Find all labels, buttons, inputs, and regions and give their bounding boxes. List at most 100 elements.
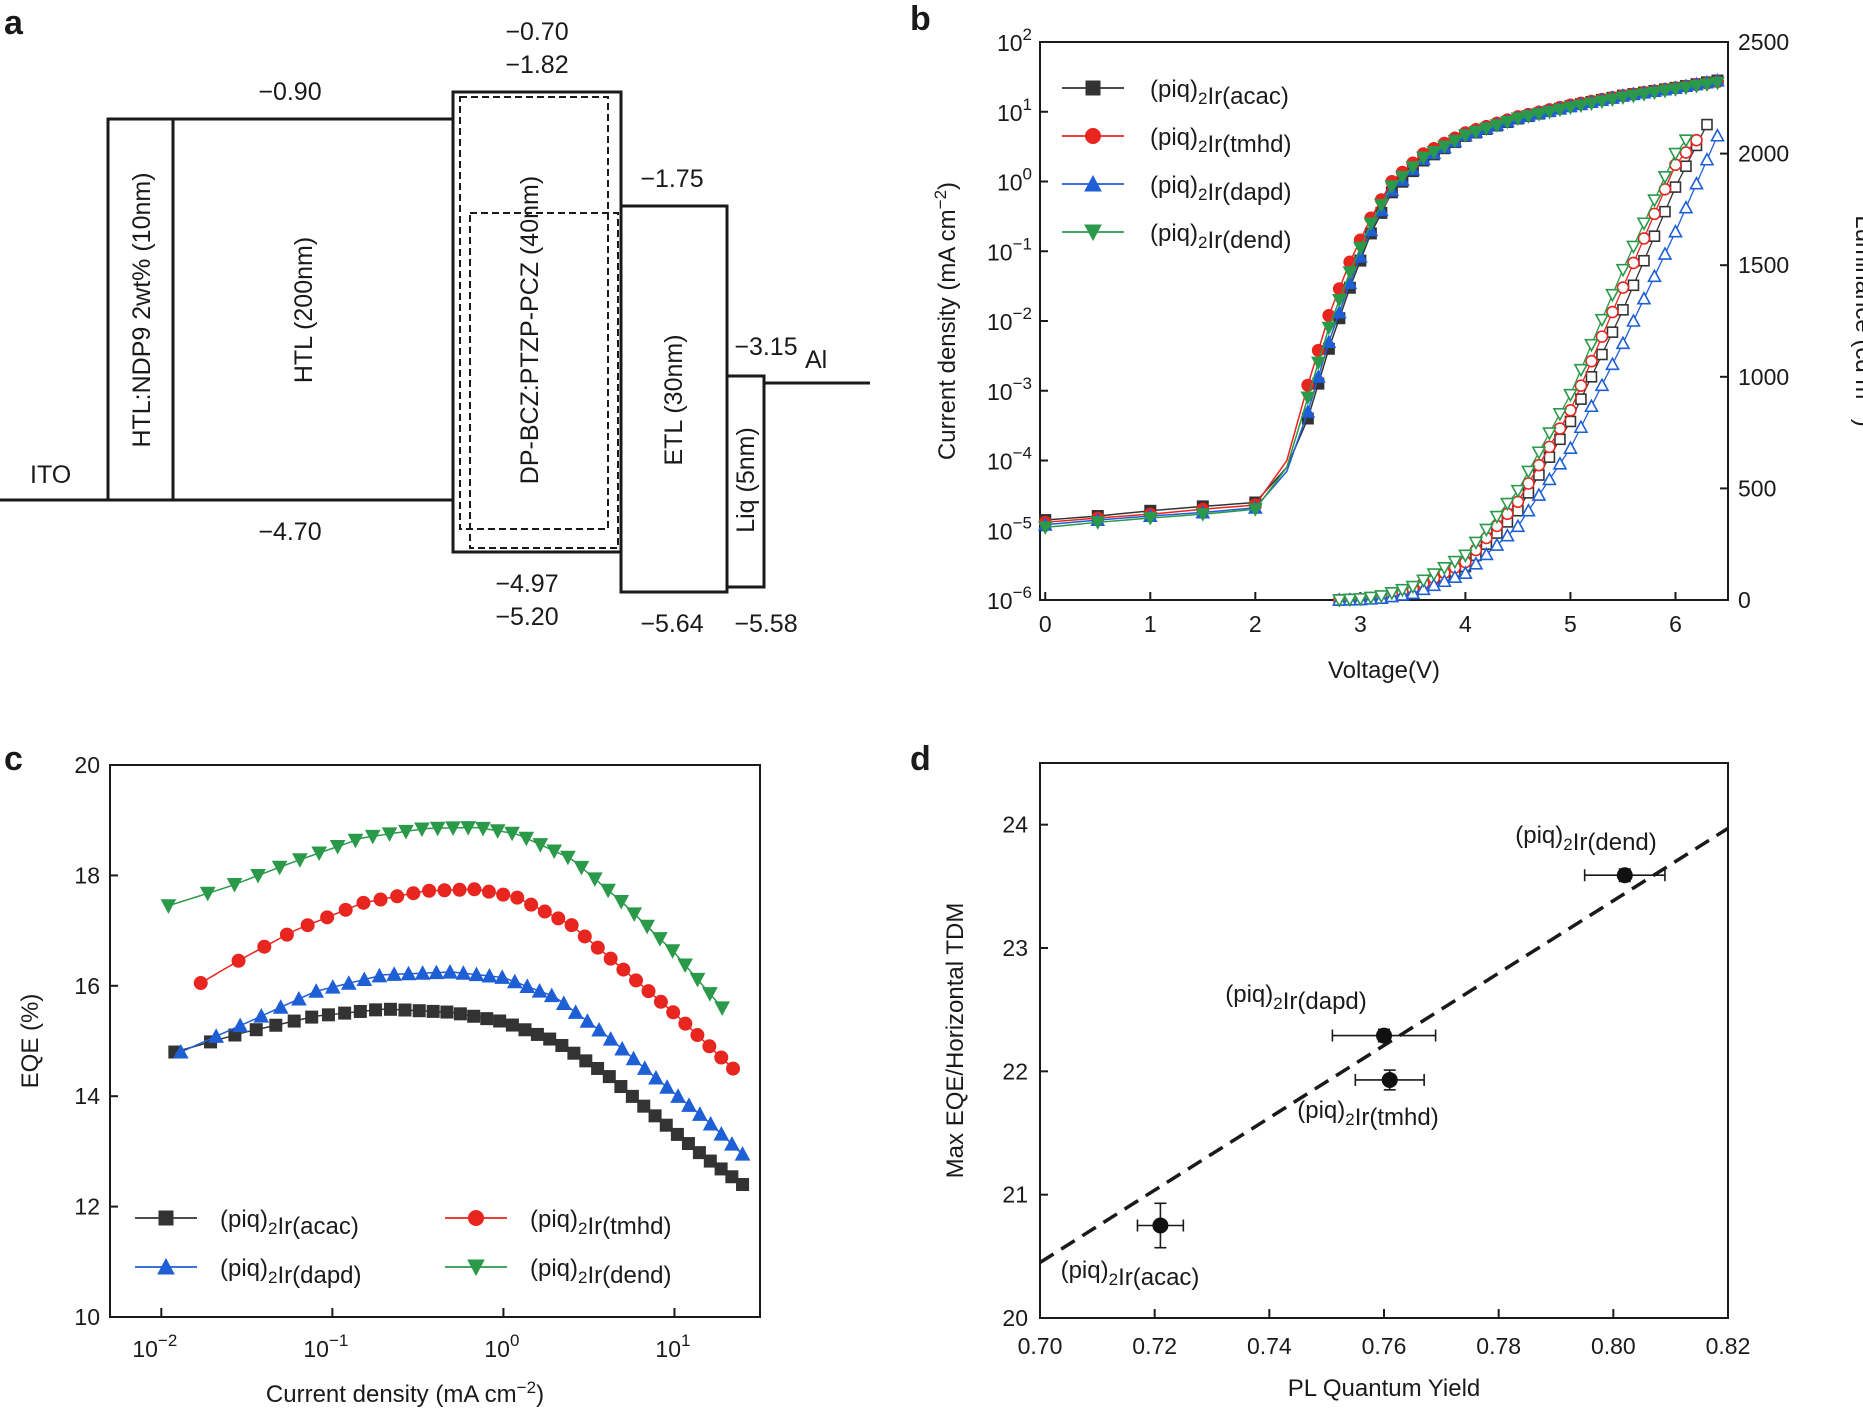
eqe-point (272, 999, 289, 1014)
legend-marker-c (467, 1259, 485, 1277)
jv-point (1510, 112, 1526, 127)
eqe-point (353, 1004, 367, 1018)
lv-point (1701, 118, 1713, 131)
eqe-point (613, 895, 630, 910)
jv-point (1489, 119, 1505, 133)
eqe-point (602, 1031, 619, 1046)
jv-point (1405, 161, 1421, 175)
jv-point (1321, 334, 1337, 348)
eqe-point (390, 889, 405, 904)
eqe-point (670, 1127, 684, 1141)
eqe-point (641, 984, 656, 999)
lv-point (1521, 465, 1536, 480)
lv-point (1395, 583, 1410, 598)
legend-marker-c (468, 1210, 484, 1226)
eqe-point (567, 1004, 584, 1019)
lv-point (1680, 160, 1692, 173)
lv-point (1606, 305, 1619, 319)
jv-point (1332, 294, 1347, 308)
data-point-d (1376, 1027, 1392, 1044)
eqe-point (475, 821, 491, 837)
lv-point (1573, 419, 1589, 434)
eqe-point (356, 971, 373, 987)
panel-letter-c: c (4, 740, 23, 778)
lv-point (1468, 556, 1484, 570)
y-tick-label-b: 101 (997, 95, 1032, 126)
legend-marker-b (1085, 80, 1101, 96)
eqe-point (257, 939, 272, 954)
eqe-point (664, 944, 681, 959)
y2-tick-label-b: 0 (1738, 587, 1751, 613)
jv-point (1479, 122, 1494, 137)
lv-point (1489, 537, 1505, 551)
jv-point (1090, 516, 1106, 530)
eqe-point (324, 979, 341, 994)
lv-point (1489, 510, 1505, 525)
lv-point (1521, 503, 1536, 517)
y-tick-label-c: 14 (74, 1083, 100, 1109)
jv-point (1605, 93, 1620, 108)
legend-marker-c (157, 1257, 175, 1275)
eqe-point (494, 969, 511, 984)
lv-point (1605, 288, 1620, 303)
eqe-point (736, 1178, 750, 1192)
lv-point (1332, 594, 1347, 608)
eqe-point (510, 890, 525, 905)
y-tick-label-c: 20 (74, 752, 100, 778)
eqe-point (591, 1021, 607, 1037)
lv-point (1636, 291, 1652, 305)
jv-point (1563, 101, 1578, 116)
homo-eml-2: −5.20 (495, 603, 558, 631)
eqe-point (726, 1061, 741, 1076)
lv-point (1584, 338, 1599, 353)
y-axis-label-d: Max EQE/Horizontal TDM (942, 903, 969, 1179)
lv-point (1657, 171, 1673, 185)
x-tick-label-d: 0.76 (1362, 1333, 1407, 1359)
lv-point (1626, 313, 1641, 327)
jv-point (1500, 115, 1515, 130)
lv-point (1647, 268, 1662, 283)
data-point-d (1381, 1071, 1398, 1088)
eqe-point (226, 877, 243, 893)
eqe-point (689, 972, 706, 988)
lv-point (1637, 232, 1651, 245)
point-label-d: (piq)2Ir(acac) (1061, 1257, 1200, 1291)
y-tick-label-d: 24 (1002, 812, 1028, 838)
lv-point (1585, 354, 1598, 368)
jv-point (1689, 80, 1704, 94)
y-tick-label-b: 10−4 (987, 444, 1032, 475)
eqe-point (532, 838, 549, 853)
eqe-point (625, 1050, 642, 1066)
eqe-point (506, 973, 523, 989)
eqe-point (579, 1013, 596, 1028)
layer-label-eml: DP-BCZ:PTZP-PCZ (40nm) (516, 176, 544, 484)
eqe-point (481, 884, 496, 899)
homo-htl: −4.70 (258, 518, 321, 546)
eqe-point (481, 967, 498, 983)
jv-point (1395, 170, 1410, 185)
layer-label-liq: Liq (5nm) (732, 427, 760, 533)
eqe-point (614, 1080, 628, 1094)
eqe-point (279, 927, 294, 942)
eqe-point (305, 1010, 319, 1024)
panel-letter-d: d (910, 740, 931, 778)
lv-point (1542, 471, 1557, 486)
lv-point (1563, 440, 1578, 455)
lv-point (1479, 523, 1494, 538)
legend-label-c: (piq)2Ir(tmhd) (530, 1206, 671, 1240)
layer-label-htl: HTL (200nm) (290, 237, 318, 383)
x-tick-label-b: 6 (1669, 611, 1682, 637)
eqe-point (504, 826, 520, 842)
y-tick-label-d: 23 (1002, 935, 1028, 961)
eqe-point (519, 978, 536, 993)
lv-point (1627, 256, 1640, 270)
jv-point (1521, 110, 1536, 124)
layer-label-al: Al (805, 346, 827, 374)
x-tick-label-c: 10−1 (303, 1331, 348, 1362)
eqe-chart: 10−2 10−1 100 101 10 12 14 16 18 20 Current densit… (17, 752, 761, 1408)
lv-point (1353, 593, 1368, 607)
point-label-d: (piq)2Ir(tmhd) (1297, 1097, 1438, 1131)
lumo-etl: −1.75 (640, 165, 703, 193)
lv-point (1500, 528, 1515, 542)
lv-point (1595, 330, 1609, 343)
